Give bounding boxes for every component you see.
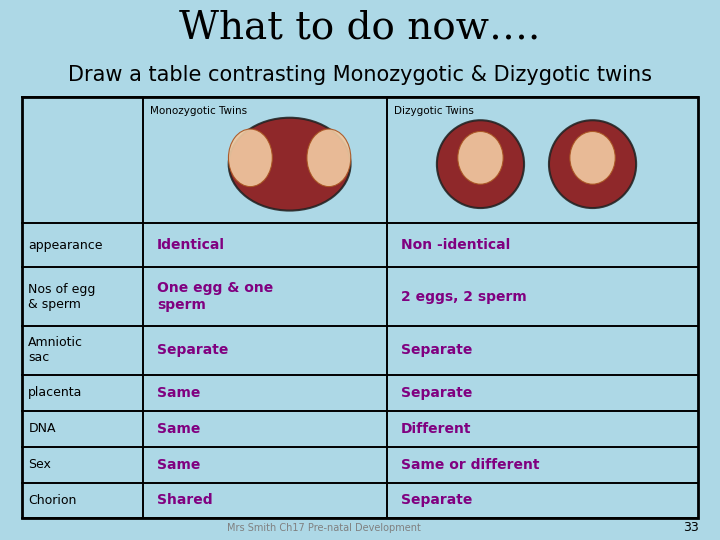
Text: Different: Different: [400, 422, 471, 436]
Text: appearance: appearance: [28, 239, 103, 252]
Text: Separate: Separate: [400, 386, 472, 400]
Text: 33: 33: [683, 521, 698, 535]
Text: DNA: DNA: [28, 422, 56, 435]
Text: placenta: placenta: [28, 387, 83, 400]
Text: Separate: Separate: [157, 343, 228, 357]
Text: Same: Same: [157, 386, 200, 400]
Text: Shared: Shared: [157, 494, 212, 508]
Text: Separate: Separate: [400, 343, 472, 357]
Ellipse shape: [458, 131, 503, 184]
Text: Nos of egg
& sperm: Nos of egg & sperm: [28, 282, 96, 310]
Ellipse shape: [228, 129, 272, 187]
Text: 2 eggs, 2 sperm: 2 eggs, 2 sperm: [400, 289, 526, 303]
Ellipse shape: [437, 120, 524, 208]
Text: What to do now….: What to do now….: [179, 9, 541, 46]
Ellipse shape: [307, 129, 351, 187]
Text: Identical: Identical: [157, 238, 225, 252]
Text: Monozygotic Twins: Monozygotic Twins: [150, 106, 247, 116]
Text: Same or different: Same or different: [400, 457, 539, 471]
Text: Non -identical: Non -identical: [400, 238, 510, 252]
Text: One egg & one
sperm: One egg & one sperm: [157, 281, 273, 312]
Text: Draw a table contrasting Monozygotic & Dizygotic twins: Draw a table contrasting Monozygotic & D…: [68, 65, 652, 85]
Text: Separate: Separate: [400, 494, 472, 508]
Text: Same: Same: [157, 457, 200, 471]
Ellipse shape: [570, 131, 615, 184]
Text: Dizygotic Twins: Dizygotic Twins: [394, 106, 474, 116]
Ellipse shape: [229, 118, 351, 211]
Ellipse shape: [549, 120, 636, 208]
Text: Amniotic
sac: Amniotic sac: [28, 336, 84, 365]
Text: Mrs Smith Ch17 Pre-natal Development: Mrs Smith Ch17 Pre-natal Development: [227, 523, 421, 533]
Text: Chorion: Chorion: [28, 494, 77, 507]
Text: Sex: Sex: [28, 458, 51, 471]
Text: Same: Same: [157, 422, 200, 436]
